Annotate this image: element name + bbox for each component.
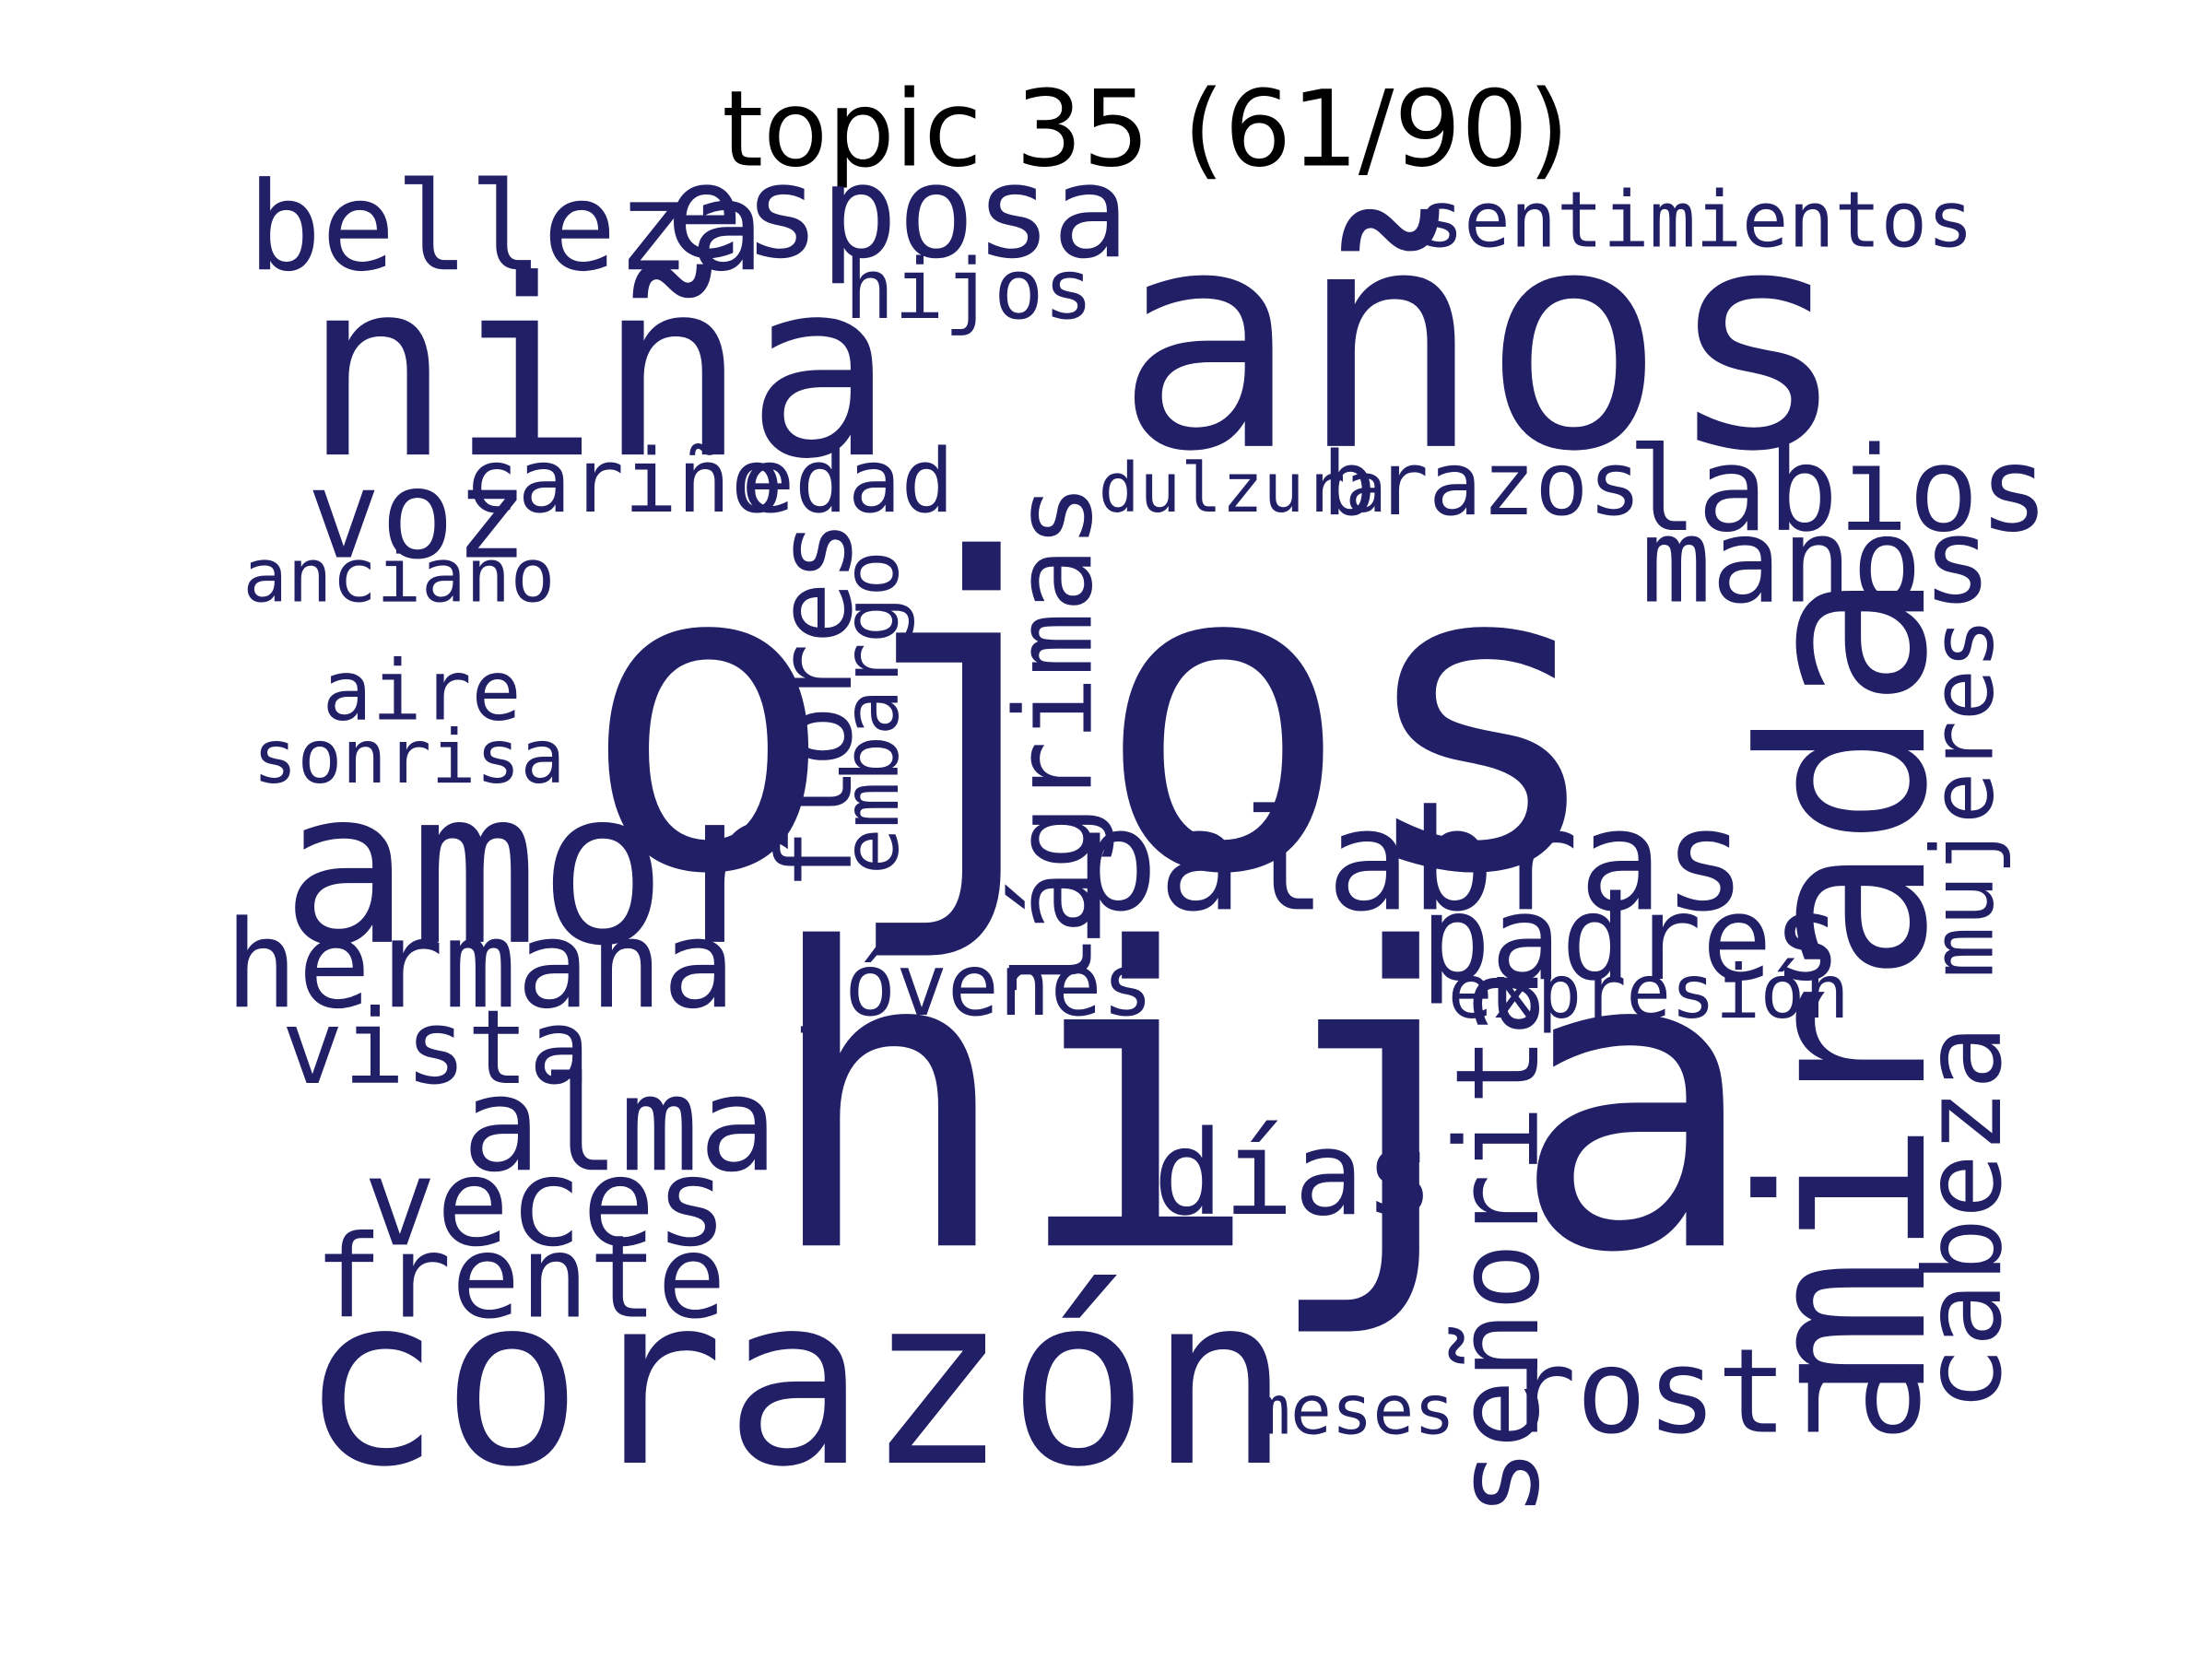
word-rostro: rostro — [1505, 1324, 1928, 1461]
word-sentimientos: sentimientos — [1418, 175, 1974, 265]
word-anciano: anciano — [242, 534, 556, 620]
word-hija: hija — [763, 863, 1759, 1344]
word-embargo: embargo — [826, 550, 917, 875]
word-hermana: hermana — [225, 895, 735, 1037]
word-edad: edad — [741, 429, 955, 534]
word-padres: padres — [1420, 872, 1843, 1008]
word-veces: veces — [363, 1133, 728, 1275]
word-lágrimas: lágrimas — [991, 483, 1117, 999]
word-corazón: corazón — [300, 1244, 1291, 1519]
word-ojos: ojos — [579, 470, 1609, 968]
word-días: días — [1153, 1107, 1435, 1243]
word-labios: labios — [1627, 423, 2050, 559]
word-señorita: señorita — [1431, 968, 1565, 1517]
word-amor: amor — [281, 745, 796, 994]
word-expresión: expresión — [1447, 950, 1850, 1036]
word-hijos: hijos — [844, 241, 1094, 338]
word-cabeza: cabeza — [1900, 1025, 2026, 1412]
word-palabras: palabras — [1074, 781, 1747, 944]
word-vista: vista — [281, 987, 591, 1108]
word-frente: frente — [313, 1211, 726, 1344]
word-sonrisa: sonrisa — [253, 715, 566, 801]
word-alma: alma — [462, 1048, 778, 1202]
word-niña: niña — [303, 226, 894, 513]
word-esposa: esposa — [665, 137, 1130, 288]
word-años: años — [1114, 163, 1850, 519]
word-cariño: cariño — [465, 429, 784, 534]
word-belleza: belleza — [247, 157, 764, 300]
word-meses: meses — [1249, 1371, 1455, 1451]
word-aire: aire — [322, 642, 522, 740]
word-manos: manos — [1641, 494, 1993, 630]
word-mujeres: mujeres — [1913, 618, 2014, 979]
word-jóvenes: jóvenes — [793, 935, 1154, 1036]
word-dulzura: dulzura — [1098, 448, 1387, 529]
word-brazos: brazos — [1322, 431, 1641, 536]
word-voz: voz — [306, 444, 529, 587]
page-title: topic 35 (61/90) — [722, 68, 1570, 192]
